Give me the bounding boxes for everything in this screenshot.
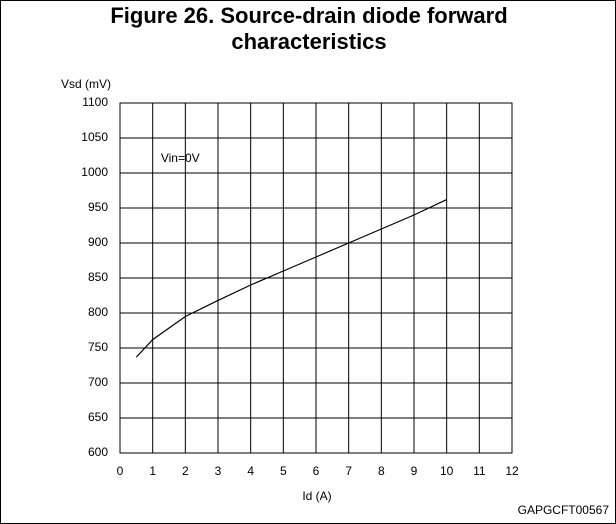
y-tick-label: 600: [88, 445, 108, 459]
chart-title: Figure 26. Source-drain diode forward ch…: [110, 3, 508, 54]
y-tick-label: 900: [88, 235, 108, 249]
x-tick-label: 4: [247, 464, 254, 478]
x-tick-label: 11: [473, 464, 486, 478]
y-axis-label: Vsd (mV): [61, 77, 111, 91]
x-axis-label: Id (A): [302, 489, 331, 503]
x-tick-label: 10: [440, 464, 454, 478]
x-tick-label: 0: [117, 464, 124, 478]
y-tick-label: 950: [88, 200, 108, 214]
x-tick-label: 9: [411, 464, 418, 478]
figure-code: GAPGCFT00567: [518, 503, 610, 517]
y-tick-label: 850: [88, 270, 108, 284]
x-tick-label: 3: [215, 464, 222, 478]
x-tick-label: 1: [149, 464, 156, 478]
y-tick-label: 700: [88, 375, 108, 389]
x-tick-label: 6: [313, 464, 320, 478]
x-tick-label: 12: [505, 464, 519, 478]
y-tick-label: 1000: [81, 165, 108, 179]
y-tick-label: 800: [88, 305, 108, 319]
y-tick-label: 650: [88, 410, 108, 424]
y-tick-label: 1050: [81, 130, 108, 144]
plot-frame: [119, 102, 513, 454]
annotation: Vin=0V: [161, 151, 200, 165]
data-line: [135, 199, 447, 358]
x-tick-label: 5: [280, 464, 287, 478]
x-tick-label: 7: [345, 464, 352, 478]
y-tick-label: 750: [88, 340, 108, 354]
y-tick-label: 1100: [82, 95, 108, 109]
x-tick-label: 8: [378, 464, 385, 478]
x-tick-label: 2: [182, 464, 189, 478]
